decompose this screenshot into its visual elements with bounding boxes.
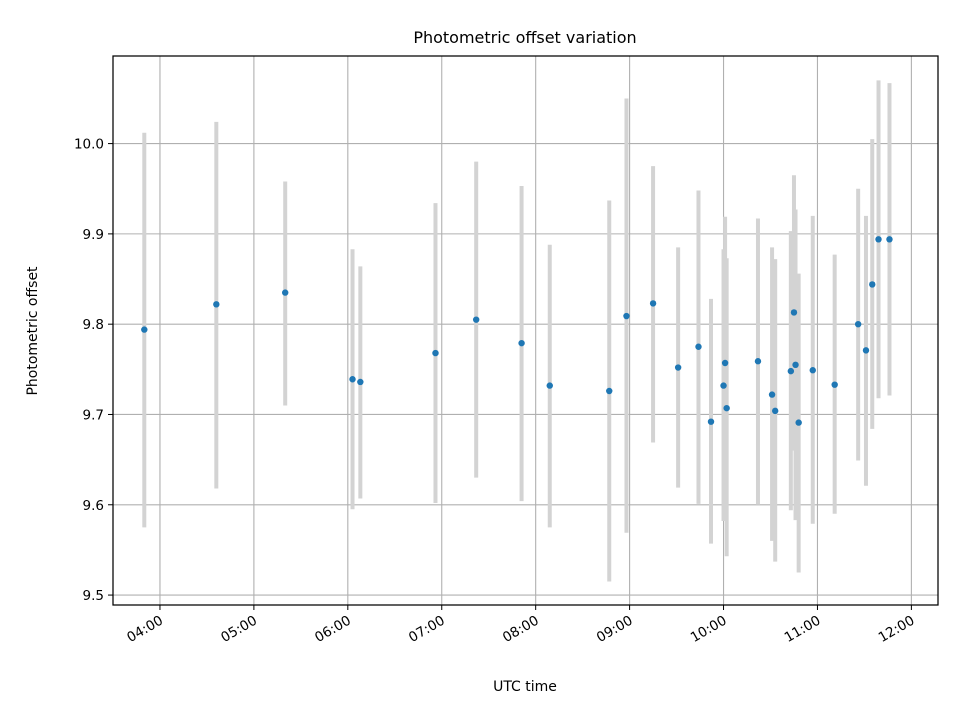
- x-tick-label: 06:00: [312, 613, 354, 646]
- y-tick-label: 9.6: [83, 498, 104, 514]
- data-point: [707, 418, 715, 425]
- data-point: [606, 387, 613, 395]
- data-point: [357, 378, 364, 386]
- data-point: [875, 236, 882, 243]
- data-point: [720, 382, 727, 389]
- error-bars: [142, 80, 892, 582]
- data-point: [831, 381, 838, 388]
- y-tick-label: 9.5: [83, 588, 104, 604]
- data-point: [141, 326, 148, 333]
- x-tick-label: 12:00: [876, 613, 918, 646]
- data-point: [792, 361, 799, 369]
- x-tick-label: 07:00: [406, 613, 448, 646]
- x-tick-label: 04:00: [124, 613, 166, 646]
- data-point: [349, 376, 356, 383]
- x-tick-label: 05:00: [218, 613, 260, 646]
- y-tick-label: 9.9: [83, 227, 104, 243]
- data-point: [862, 347, 870, 354]
- data-point: [809, 367, 816, 374]
- y-axis-label: Photometric offset: [25, 266, 41, 396]
- chart-title: Photometric offset variation: [413, 28, 636, 47]
- data-point: [795, 419, 802, 426]
- data-point: [695, 343, 702, 350]
- data-point: [787, 367, 795, 375]
- data-points: [141, 236, 893, 426]
- data-point: [854, 320, 862, 328]
- x-tick-label: 10:00: [688, 613, 730, 646]
- data-point: [754, 358, 762, 365]
- data-point: [768, 391, 776, 398]
- data-point: [213, 301, 220, 308]
- data-point: [623, 312, 630, 320]
- data-point: [886, 236, 893, 243]
- data-point: [790, 309, 798, 316]
- y-tick-label: 9.8: [83, 317, 104, 333]
- data-point: [282, 289, 289, 296]
- data-point: [721, 359, 729, 367]
- x-tick-label: 11:00: [782, 613, 824, 646]
- x-tick-label: 08:00: [500, 613, 542, 646]
- data-point: [546, 382, 553, 389]
- y-tick-label: 10.0: [74, 137, 104, 153]
- plot-area-frame: [112, 55, 939, 606]
- data-point: [649, 300, 657, 307]
- data-point: [869, 281, 876, 288]
- data-point: [472, 316, 480, 323]
- x-axis-label: UTC time: [493, 679, 557, 695]
- x-tick-label: 09:00: [594, 613, 636, 646]
- data-point: [674, 364, 682, 371]
- data-point: [723, 404, 730, 412]
- data-point: [518, 339, 525, 347]
- y-tick-label: 9.7: [83, 407, 104, 423]
- data-point: [432, 349, 439, 357]
- data-point: [771, 407, 779, 415]
